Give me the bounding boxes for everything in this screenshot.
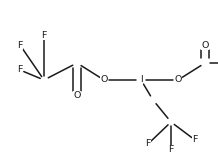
Text: O: O <box>201 41 209 50</box>
Text: F: F <box>41 31 47 40</box>
Text: F: F <box>145 140 151 148</box>
Text: O: O <box>73 92 81 101</box>
Text: F: F <box>17 65 23 74</box>
Text: F: F <box>17 41 23 50</box>
Text: I: I <box>140 75 142 84</box>
Text: F: F <box>192 135 198 144</box>
Text: F: F <box>168 145 174 154</box>
Text: O: O <box>100 75 108 84</box>
Text: O: O <box>174 75 182 84</box>
